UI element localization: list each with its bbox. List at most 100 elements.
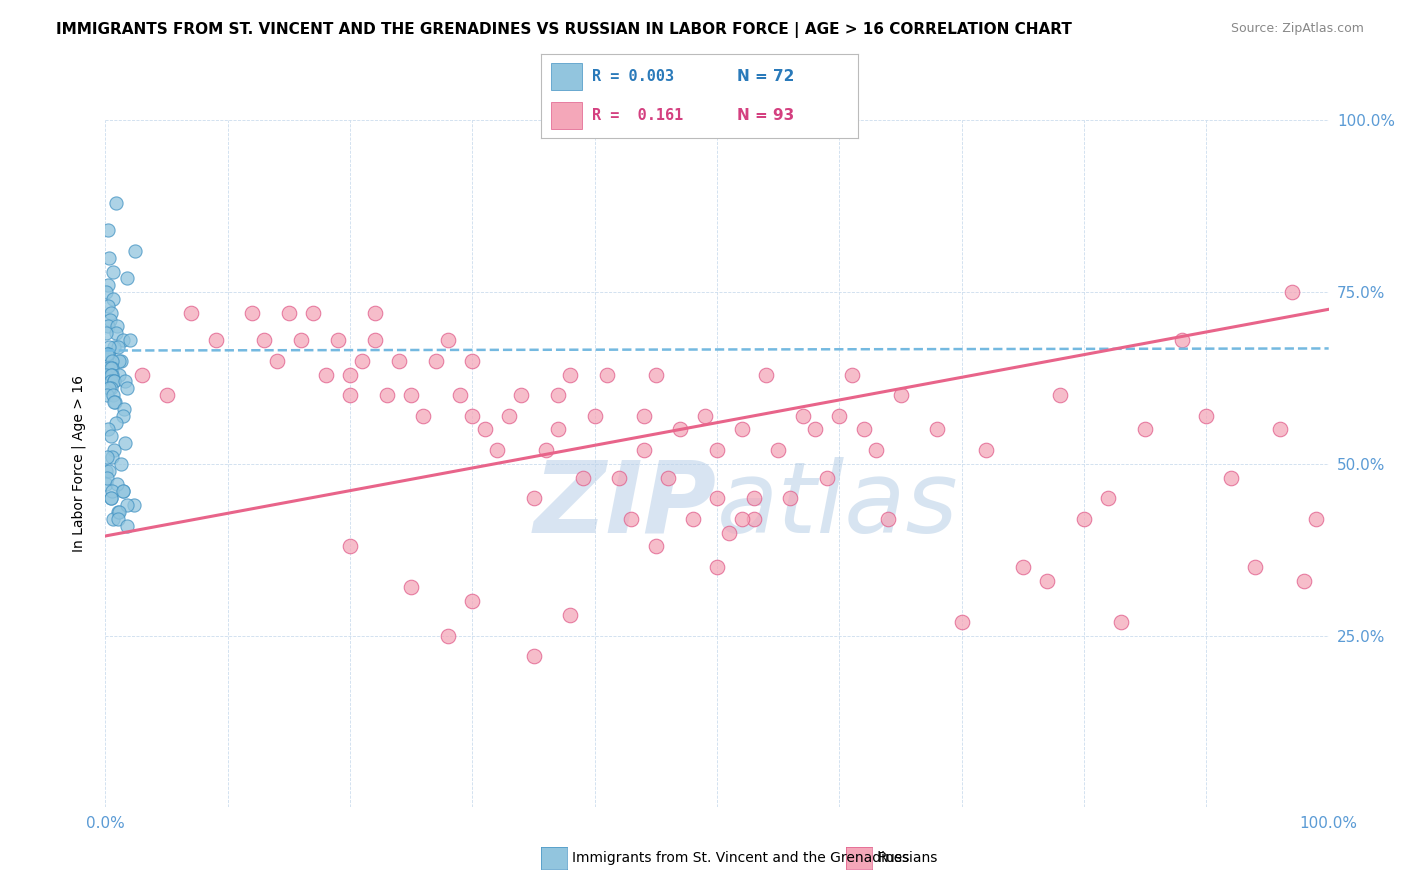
Point	[779, 491, 801, 505]
Point	[401, 388, 423, 402]
Point	[889, 388, 911, 402]
Point	[583, 409, 606, 423]
Point	[97, 422, 120, 436]
Point	[804, 422, 827, 436]
Bar	[551, 102, 582, 129]
Point	[375, 388, 398, 402]
Point	[100, 375, 122, 389]
Point	[103, 443, 125, 458]
Point	[96, 450, 118, 464]
Point	[339, 388, 361, 402]
Point	[974, 443, 997, 458]
Point	[706, 560, 728, 574]
Point	[1109, 615, 1132, 629]
Point	[278, 306, 301, 320]
Point	[100, 368, 122, 382]
Point	[1036, 574, 1059, 588]
Point	[108, 505, 131, 519]
Point	[103, 340, 125, 354]
Point	[474, 422, 496, 436]
Point	[96, 388, 118, 402]
Point	[1195, 409, 1218, 423]
Point	[363, 333, 385, 347]
Point	[115, 381, 138, 395]
Point	[97, 319, 120, 334]
Point	[131, 368, 153, 382]
Point	[657, 470, 679, 484]
Point	[547, 422, 569, 436]
Point	[461, 409, 484, 423]
Point	[315, 368, 337, 382]
Point	[118, 333, 141, 347]
Point	[110, 457, 132, 471]
Point	[950, 615, 973, 629]
Point	[1281, 285, 1303, 300]
Text: Immigrants from St. Vincent and the Grenadines: Immigrants from St. Vincent and the Gren…	[572, 851, 910, 865]
Point	[1294, 574, 1316, 588]
Point	[105, 477, 128, 491]
Point	[240, 306, 263, 320]
Point	[1011, 560, 1033, 574]
Point	[100, 306, 122, 320]
Point	[97, 381, 120, 395]
Point	[437, 333, 460, 347]
Point	[1049, 388, 1071, 402]
Point	[437, 628, 460, 642]
Point	[706, 443, 728, 458]
Point	[669, 422, 692, 436]
Point	[730, 422, 752, 436]
Point	[94, 285, 117, 300]
Text: Source: ZipAtlas.com: Source: ZipAtlas.com	[1230, 22, 1364, 36]
Point	[693, 409, 716, 423]
Point	[852, 422, 875, 436]
Point	[111, 333, 134, 347]
Point	[828, 409, 851, 423]
Point	[1268, 422, 1291, 436]
Text: ZIP: ZIP	[534, 457, 717, 554]
Point	[117, 498, 139, 512]
Point	[302, 306, 325, 320]
Point	[107, 353, 129, 368]
Point	[755, 368, 778, 382]
Point	[877, 512, 900, 526]
Point	[1133, 422, 1156, 436]
Point	[100, 381, 122, 395]
Point	[461, 594, 484, 608]
Point	[742, 512, 765, 526]
Point	[560, 368, 582, 382]
Point	[339, 368, 361, 382]
Point	[1073, 512, 1095, 526]
Point	[103, 375, 125, 389]
Point	[104, 326, 127, 341]
Y-axis label: In Labor Force | Age > 16: In Labor Force | Age > 16	[72, 376, 86, 552]
Point	[326, 333, 349, 347]
Point	[100, 491, 122, 505]
Point	[111, 409, 134, 423]
Point	[204, 333, 226, 347]
Point	[111, 484, 134, 499]
Point	[156, 388, 179, 402]
Point	[742, 491, 765, 505]
Point	[412, 409, 434, 423]
Text: R = 0.003: R = 0.003	[592, 69, 673, 84]
Point	[730, 512, 752, 526]
Point	[98, 464, 121, 478]
Point	[124, 244, 146, 258]
Point	[100, 491, 122, 505]
Point	[363, 306, 385, 320]
Point	[100, 360, 122, 375]
Point	[103, 292, 125, 306]
Point	[547, 388, 569, 402]
Point	[101, 353, 124, 368]
Text: IMMIGRANTS FROM ST. VINCENT AND THE GRENADINES VS RUSSIAN IN LABOR FORCE | AGE >: IMMIGRANTS FROM ST. VINCENT AND THE GREN…	[56, 22, 1073, 38]
Point	[841, 368, 863, 382]
Point	[122, 498, 145, 512]
Point	[644, 539, 668, 553]
Point	[104, 195, 127, 210]
Point	[718, 525, 741, 540]
Point	[107, 340, 129, 354]
Point	[706, 491, 728, 505]
Point	[522, 649, 544, 664]
Point	[607, 470, 630, 484]
Point	[100, 360, 122, 375]
